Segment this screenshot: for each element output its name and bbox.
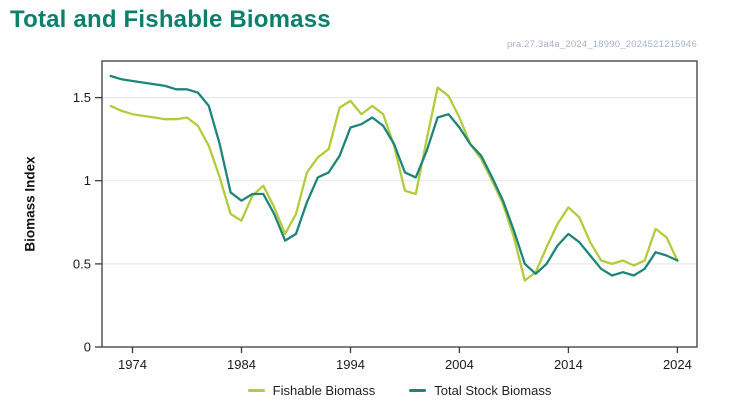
x-tick-label: 2014 bbox=[554, 357, 583, 372]
plot-frame bbox=[101, 60, 698, 348]
y-tick-label: 0 bbox=[84, 340, 91, 355]
x-tick-label: 2024 bbox=[663, 357, 692, 372]
y-tick-label: 0.5 bbox=[73, 256, 91, 271]
legend-label: Total Stock Biomass bbox=[434, 383, 552, 398]
legend-swatch bbox=[247, 388, 265, 393]
x-tick-label: 1994 bbox=[336, 357, 365, 372]
y-tick-label: 1 bbox=[84, 173, 91, 188]
legend-swatch bbox=[409, 388, 427, 393]
legend-label: Fishable Biomass bbox=[272, 383, 376, 398]
page-title: Total and Fishable Biomass bbox=[10, 6, 331, 33]
x-tick-label: 1974 bbox=[118, 357, 147, 372]
y-tick-label: 1.5 bbox=[73, 90, 91, 105]
series-line-total-stock-biomass bbox=[109, 74, 679, 277]
series-line-fishable-biomass bbox=[109, 86, 679, 282]
legend-item-total-stock-biomass: Total Stock Biomass bbox=[409, 383, 551, 398]
legend: Fishable Biomass Total Stock Biomass bbox=[102, 383, 697, 398]
x-tick-label: 2004 bbox=[445, 357, 474, 372]
watermark-stock-id: pra.27.3a4a_2024_18990_2024521215946 bbox=[507, 39, 697, 50]
legend-item-fishable-biomass: Fishable Biomass bbox=[247, 383, 376, 398]
x-tick-label: 1984 bbox=[227, 357, 256, 372]
